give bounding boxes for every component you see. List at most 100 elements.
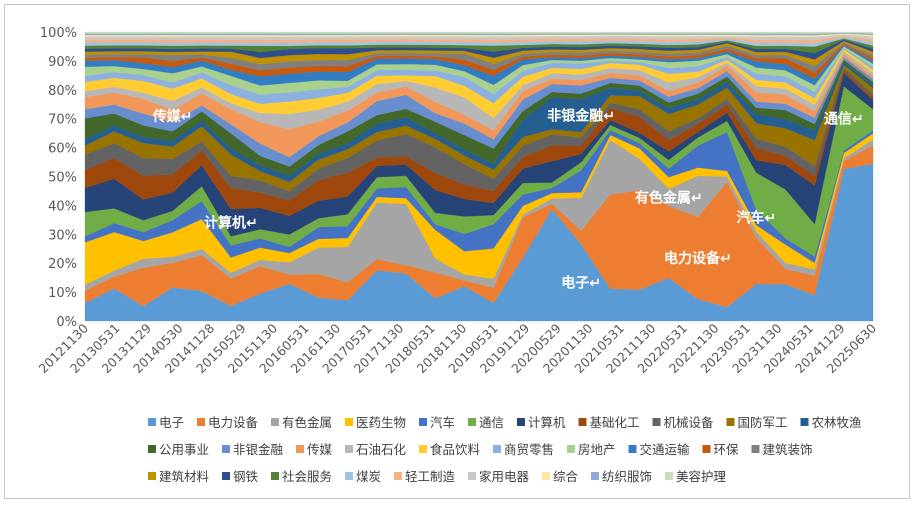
legend-label: 农林牧渔 (812, 415, 862, 430)
legend-item: 交通运输 (628, 442, 691, 457)
legend-swatch (468, 472, 476, 480)
legend-swatch (567, 445, 575, 453)
legend-swatch (517, 418, 525, 426)
legend-swatch (665, 472, 673, 480)
legend-item: 商贸零售 (493, 442, 554, 457)
legend-label: 煤炭 (356, 469, 381, 484)
legend: 电子 电力设备 有色金属 医药生物 汽车 通信 计算机 基础化工 机械设备 国防军工 农林牧渔公用事… (148, 415, 862, 484)
legend-swatch (591, 472, 599, 480)
legend-label: 轻工制造 (405, 469, 456, 484)
legend-item: 石油石化 (345, 442, 407, 457)
legend-swatch (148, 418, 156, 426)
y-tick-label: 50% (48, 171, 77, 186)
legend-swatch (345, 418, 353, 426)
plot-areas (84, 31, 874, 322)
legend-item: 机械设备 (652, 415, 714, 430)
annotation-label: 计算机↵ (204, 215, 258, 232)
annotation-label: 非银金融↵ (547, 108, 615, 125)
legend-item: 煤炭 (345, 469, 381, 484)
legend-item: 钢铁 (222, 469, 259, 484)
legend-item: 建筑装饰 (751, 442, 813, 457)
legend-swatch (493, 445, 501, 453)
annotation-label: 传媒↵ (152, 108, 193, 125)
legend-item: 电力设备 (197, 415, 259, 430)
chart-frame: 0% 10% 20% 30% 40% 50% 60% 70% 80% 90% 100% 201211… (4, 4, 910, 499)
legend-item: 基础化工 (578, 415, 640, 430)
legend-item: 轻工制造 (394, 469, 456, 484)
legend-item: 纺织服饰 (591, 469, 652, 484)
legend-label: 建筑材料 (159, 469, 210, 484)
legend-swatch (394, 472, 402, 480)
legend-item: 传媒 (296, 442, 333, 457)
legend-item: 建筑材料 (148, 469, 210, 484)
legend-swatch (419, 445, 427, 453)
legend-label: 基础化工 (590, 415, 640, 430)
legend-label: 综合 (553, 469, 579, 484)
legend-label: 建筑装饰 (763, 442, 813, 457)
annotations: 传媒↵ 计算机↵ 电子↵ 非银金融↵ 有色金属↵ 电力设备↵ 汽车↵ 通信↵ (152, 108, 864, 292)
annotation-label: 电子↵ (561, 275, 601, 292)
legend-label: 美容护理 (676, 469, 727, 484)
annotation-label: 汽车↵ (736, 209, 776, 226)
legend-item: 非银金融 (222, 442, 284, 457)
legend-label: 电力设备 (208, 415, 259, 430)
y-tick-label: 70% (48, 113, 77, 128)
legend-swatch (726, 418, 735, 426)
legend-item: 国防军工 (726, 415, 788, 430)
legend-label: 公用事业 (159, 442, 209, 457)
legend-swatch (751, 445, 760, 453)
legend-label: 房地产 (578, 442, 616, 457)
y-tick-label: 60% (48, 142, 77, 157)
legend-swatch (702, 445, 711, 453)
legend-label: 电子 (159, 415, 184, 430)
legend-swatch (345, 472, 353, 480)
legend-label: 家用电器 (479, 469, 530, 484)
legend-item: 社会服务 (271, 469, 332, 484)
legend-label: 有色金属 (282, 415, 332, 430)
legend-item: 综合 (542, 469, 579, 484)
annotation-label: 通信↵ (824, 110, 864, 127)
legend-label: 商贸零售 (504, 442, 554, 457)
legend-item: 汽车 (419, 415, 455, 430)
legend-label: 汽车 (430, 415, 455, 430)
legend-label: 通信 (479, 415, 504, 430)
legend-swatch (222, 472, 230, 480)
legend-swatch (468, 418, 476, 426)
y-tick-label: 30% (48, 228, 77, 243)
legend-item: 计算机 (517, 415, 566, 430)
legend-label: 石油石化 (356, 442, 407, 457)
legend-swatch (345, 445, 353, 453)
y-tick-label: 80% (48, 84, 77, 99)
legend-label: 计算机 (528, 415, 566, 430)
annotation-label: 电力设备↵ (664, 250, 732, 267)
x-axis: 2012113020130531201311292014053020141128… (36, 320, 880, 376)
legend-label: 环保 (714, 442, 740, 457)
y-tick-label: 0% (56, 315, 77, 330)
y-tick-label: 20% (48, 257, 77, 272)
legend-label: 钢铁 (233, 469, 259, 484)
y-axis: 0% 10% 20% 30% 40% 50% 60% 70% 80% 90% 100% (40, 26, 77, 330)
legend-swatch (578, 418, 587, 426)
legend-label: 食品饮料 (430, 442, 481, 457)
legend-swatch (628, 445, 637, 453)
legend-label: 医药生物 (356, 415, 406, 430)
legend-swatch (271, 418, 279, 426)
legend-item: 有色金属 (271, 415, 332, 430)
legend-swatch (148, 445, 156, 453)
legend-label: 国防军工 (738, 415, 788, 430)
legend-swatch (148, 472, 156, 480)
legend-item: 农林牧渔 (800, 415, 862, 430)
stacked-area-chart: 0% 10% 20% 30% 40% 50% 60% 70% 80% 90% 100% 201211… (36, 26, 880, 484)
legend-label: 社会服务 (282, 469, 332, 484)
y-tick-label: 10% (48, 286, 77, 301)
legend-label: 交通运输 (640, 442, 691, 457)
legend-label: 纺织服饰 (602, 469, 652, 484)
legend-swatch (271, 472, 279, 480)
y-tick-label: 100% (40, 26, 77, 41)
legend-item: 房地产 (567, 442, 616, 457)
legend-item: 家用电器 (468, 469, 530, 484)
legend-item: 美容护理 (665, 469, 727, 484)
legend-label: 非银金融 (233, 442, 284, 457)
legend-swatch (197, 418, 205, 426)
legend-swatch (222, 445, 230, 453)
